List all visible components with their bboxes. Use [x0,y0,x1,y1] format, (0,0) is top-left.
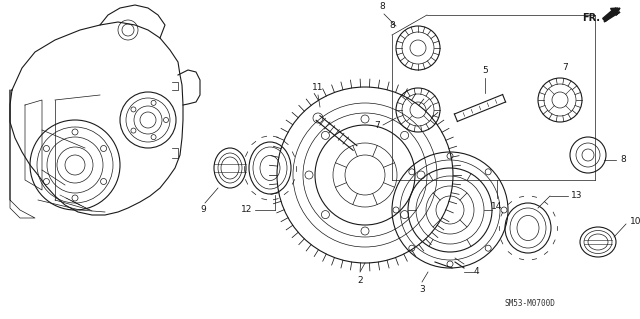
Text: FR.: FR. [582,13,600,23]
Text: 8: 8 [379,2,385,11]
Text: SM53-M0700D: SM53-M0700D [504,299,556,308]
Text: 9: 9 [200,205,206,214]
Text: 8: 8 [620,155,626,165]
Text: 2: 2 [357,276,363,285]
Text: 5: 5 [482,66,488,75]
Text: 7: 7 [562,63,568,72]
Text: 11: 11 [312,83,324,92]
FancyArrow shape [603,8,618,21]
Text: 10: 10 [630,218,640,226]
Text: 7: 7 [374,122,380,130]
Text: 3: 3 [419,285,425,294]
Circle shape [267,77,463,273]
Polygon shape [604,8,620,22]
Text: 12: 12 [241,205,252,214]
Text: 4: 4 [474,268,479,277]
Text: 13: 13 [571,191,582,201]
Text: 14: 14 [492,202,502,211]
Text: 8: 8 [389,21,395,30]
Circle shape [390,150,510,270]
